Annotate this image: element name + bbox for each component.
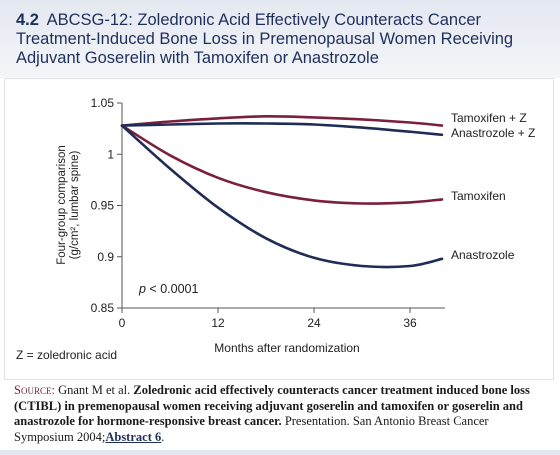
series-label-anastrozole-z: Anastrozole + Z: [451, 126, 535, 140]
p-value-annotation: p < 0.0001: [138, 282, 198, 296]
figure-number: 4.2: [16, 11, 39, 29]
abstract-link[interactable]: Abstract 6: [105, 429, 162, 444]
y-tick-label: 1.05: [91, 96, 115, 110]
series-label-anastrozole: Anastrozole: [451, 248, 515, 262]
source-end: .: [161, 429, 165, 444]
series-line-anastrozole: [120, 124, 444, 269]
source-note: Source: Gnant M et al. Zoledronic acid e…: [14, 383, 546, 445]
series-line-tamoxifen: [120, 124, 444, 205]
figure-title: 4.2 ABCSG-12: Zoledronic Acid Effectivel…: [16, 11, 546, 68]
source-label: Source:: [14, 383, 55, 397]
series-label-tamoxifen: Tamoxifen: [451, 189, 506, 203]
y-tick-label: 0.9: [97, 250, 114, 264]
title-band: [0, 0, 560, 78]
y-axis-label: Four-group comparison(g/cm², lumbar spin…: [56, 145, 81, 265]
y-tick-label: 0.95: [91, 199, 115, 213]
y-tick-label: 0.85: [91, 301, 115, 315]
x-tick-label: 24: [307, 316, 321, 330]
x-tick-label: 12: [211, 316, 225, 330]
bottom-rule: [0, 450, 560, 455]
y-tick-label: 1: [107, 147, 114, 161]
source-venue: Presentation. San Antonio Breast Cancer …: [14, 414, 489, 444]
chart-panel: 0 12 24 36 0.85 0.9 0.95 1 1.05 Tamoxifen + Z Ana…: [4, 78, 554, 380]
footnote-z: Z = zoledronic acid: [16, 348, 117, 362]
series-line-anastrozole-z: [120, 122, 444, 137]
x-axis-label: Months after randomization: [214, 341, 359, 355]
figure-title-text: ABCSG-12: Zoledronic Acid Effectively Co…: [16, 11, 514, 67]
source-authors: Gnant M et al.: [58, 383, 131, 397]
x-tick-label: 0: [119, 316, 126, 330]
source-title: Zoledronic acid effectively counteracts …: [14, 383, 530, 428]
axes: [121, 103, 445, 309]
x-tick-label: 36: [403, 316, 417, 330]
series-line-tamoxifen-z: [120, 114, 444, 127]
series-label-tamoxifen-z: Tamoxifen + Z: [451, 111, 527, 125]
